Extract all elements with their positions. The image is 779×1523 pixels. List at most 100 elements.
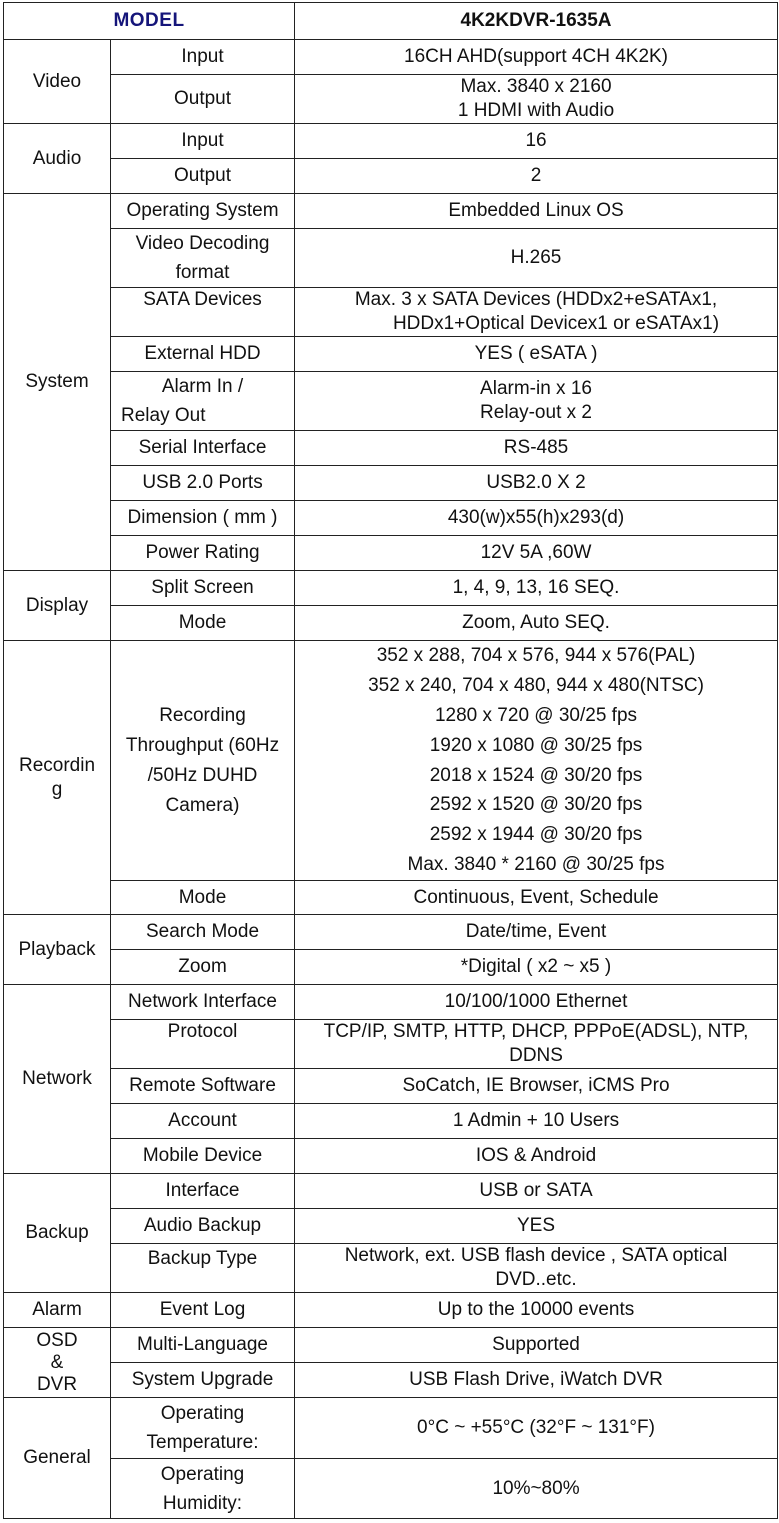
spec-value: H.265 — [294, 228, 779, 288]
spec-value: Zoom, Auto SEQ. — [294, 605, 779, 641]
category-line: Recordin — [18, 754, 96, 776]
spec-label: Network Interface — [109, 984, 296, 1020]
spec-value-line: 2018 x 1524 @ 30/20 fps — [429, 764, 643, 786]
table-row: SATA Devices Max. 3 x SATA Devices (HDDx… — [4, 287, 779, 337]
spec-label: Zoom — [109, 949, 296, 985]
spec-label: Backup Type — [109, 1243, 296, 1293]
spec-value: 352 x 288, 704 x 576, 944 x 576(PAL) 352… — [294, 640, 779, 881]
spec-value: Network, ext. USB flash device , SATA op… — [294, 1243, 779, 1293]
spec-value-line: DDNS — [509, 1045, 563, 1066]
table-row: Network Network Interface 10/100/1000 Et… — [3, 984, 779, 1174]
spec-label: Interface — [109, 1173, 296, 1209]
spec-value: YES ( eSATA ) — [294, 336, 779, 372]
spec-value-line: 352 x 288, 704 x 576, 944 x 576(PAL) — [376, 645, 696, 667]
table-row: Alarm In / Relay Out Alarm-in x 16 Relay… — [4, 371, 779, 431]
table-row: Serial Interface RS-485 — [4, 430, 779, 466]
spec-label: Serial Interface — [109, 430, 296, 466]
spec-value: USB2.0 X 2 — [294, 465, 779, 501]
spec-value: USB or SATA — [294, 1173, 779, 1209]
spec-label: Power Rating — [109, 535, 296, 571]
spec-label: System Upgrade — [109, 1362, 296, 1398]
table-row: System Upgrade USB Flash Drive, iWatch D… — [4, 1362, 779, 1398]
spec-value: Alarm-in x 16 Relay-out x 2 — [294, 371, 779, 431]
category-video: Video — [3, 39, 111, 124]
spec-label-line: Operating — [160, 1463, 245, 1485]
spec-label: USB 2.0 Ports — [109, 465, 296, 501]
category-line: & — [50, 1351, 64, 1373]
spec-label: Mode — [109, 605, 296, 641]
spec-label-line: format — [175, 262, 230, 283]
spec-label-line: Alarm In / — [161, 376, 244, 397]
spec-label: Remote Software — [109, 1068, 296, 1104]
spec-value-line: TCP/IP, SMTP, HTTP, DHCP, PPPoE(ADSL), N… — [323, 1021, 749, 1042]
table-row: Zoom *Digital ( x2 ~ x5 ) — [4, 949, 779, 985]
table-row: Audio Input 16 — [3, 123, 779, 194]
spec-value-line: 2592 x 1944 @ 30/20 fps — [429, 824, 643, 846]
spec-label: SATA Devices — [109, 287, 296, 337]
spec-value: 1 Admin + 10 Users — [294, 1103, 779, 1139]
spec-label: Protocol — [109, 1019, 296, 1069]
table-row: Operating Humidity: 10%~80% — [4, 1458, 779, 1519]
spec-value: RS-485 — [294, 430, 779, 466]
table-row: USB 2.0 Ports USB2.0 X 2 — [4, 465, 779, 501]
spec-value: Supported — [294, 1327, 779, 1363]
spec-label: Output — [109, 74, 296, 124]
table-row: Account 1 Admin + 10 Users — [4, 1103, 779, 1139]
category-playback: Playback — [3, 914, 111, 985]
spec-label: Operating Humidity: — [109, 1458, 296, 1519]
spec-label-line: Humidity: — [162, 1492, 243, 1514]
spec-label-line: Relay Out — [121, 405, 206, 426]
spec-value: 16CH AHD(support 4CH 4K2K) — [294, 39, 779, 75]
table-row: Backup Type Network, ext. USB flash devi… — [4, 1243, 779, 1293]
spec-value-line: Relay-out x 2 — [480, 402, 592, 423]
spec-value: 16 — [294, 123, 779, 159]
spec-value: SoCatch, IE Browser, iCMS Pro — [294, 1068, 779, 1104]
spec-value-line: Network, ext. USB flash device , SATA op… — [344, 1245, 728, 1266]
category-line: g — [51, 778, 63, 800]
spec-label-line: /50Hz DUHD — [147, 764, 258, 786]
spec-value: Max. 3 x SATA Devices (HDDx2+eSATAx1, HD… — [294, 287, 779, 337]
table-row: Output Max. 3840 x 2160 1 HDMI with Audi… — [4, 74, 779, 124]
spec-value: TCP/IP, SMTP, HTTP, DHCP, PPPoE(ADSL), N… — [294, 1019, 779, 1069]
spec-value-line: 1280 x 720 @ 30/25 fps — [434, 704, 638, 726]
table-row: OSD & DVR Multi-Language Supported — [3, 1327, 779, 1398]
spec-value: 12V 5A ,60W — [294, 535, 779, 571]
spec-value: 430(w)x55(h)x293(d) — [294, 500, 779, 536]
spec-label-line: Recording — [159, 704, 246, 726]
table-row: Protocol TCP/IP, SMTP, HTTP, DHCP, PPPoE… — [4, 1019, 779, 1069]
spec-value: 1, 4, 9, 13, 16 SEQ. — [294, 570, 779, 606]
spec-label-line: Video Decoding — [135, 233, 270, 254]
table-row: Video Input 16CH AHD(support 4CH 4K2K) — [3, 39, 779, 124]
header-row: MODEL 4K2KDVR-1635A — [2, 2, 779, 40]
spec-label-line: Camera) — [165, 794, 240, 816]
spec-label-line: Operating — [160, 1403, 245, 1424]
spec-label: Alarm In / Relay Out — [109, 371, 296, 431]
category-backup: Backup — [3, 1173, 111, 1293]
category-display: Display — [3, 570, 111, 641]
spec-value-line: Max. 3840 * 2160 @ 30/25 fps — [407, 853, 665, 875]
table-row: Audio Backup YES — [4, 1208, 779, 1244]
model-label: MODEL — [2, 2, 296, 40]
spec-label: Event Log — [109, 1292, 296, 1328]
table-row: Playback Search Mode Date/time, Event — [3, 914, 779, 985]
category-osd-dvr: OSD & DVR — [3, 1327, 111, 1398]
category-line: DVR — [36, 1373, 78, 1395]
spec-label-line: Throughput (60Hz — [125, 734, 280, 756]
spec-label: Multi-Language — [109, 1327, 296, 1363]
table-row: System Operating System Embedded Linux O… — [3, 193, 779, 571]
spec-value: *Digital ( x2 ~ x5 ) — [294, 949, 779, 985]
table-row: General Operating Temperature: 0°C ~ +55… — [3, 1397, 779, 1519]
spec-value: Embedded Linux OS — [294, 193, 779, 229]
spec-label: Mobile Device — [109, 1138, 296, 1174]
category-audio: Audio — [3, 123, 111, 194]
spec-label: Operating Temperature: — [109, 1397, 296, 1459]
spec-label: External HDD — [109, 336, 296, 372]
spec-value: IOS & Android — [294, 1138, 779, 1174]
table-row: Mobile Device IOS & Android — [4, 1138, 779, 1174]
spec-value: 10/100/1000 Ethernet — [294, 984, 779, 1020]
spec-value-line: HDDx1+Optical Devicex1 or eSATAx1) — [392, 313, 720, 334]
category-line: OSD — [36, 1329, 78, 1351]
spec-value: 0°C ~ +55°C (32°F ~ 131°F) — [294, 1397, 779, 1459]
category-network: Network — [3, 984, 111, 1174]
